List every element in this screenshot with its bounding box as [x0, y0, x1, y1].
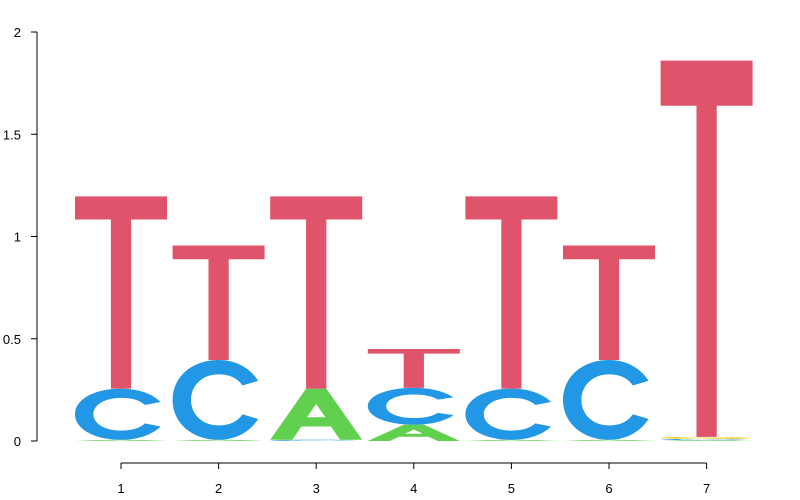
- x-axis: 1 2 3 4 5 6 7: [117, 463, 710, 496]
- y-tick-label: 0: [14, 434, 21, 449]
- x-tick-label: 2: [215, 481, 222, 496]
- x-tick-label: 4: [410, 481, 417, 496]
- logo-column: [465, 196, 557, 441]
- letter-C: [368, 388, 454, 425]
- logo-stacks: [75, 61, 753, 441]
- letter-T: [173, 245, 265, 360]
- letter-C: [563, 360, 649, 440]
- y-tick-label: 1.5: [3, 127, 21, 142]
- x-tick-label: 6: [605, 481, 612, 496]
- letter-A: [465, 440, 557, 441]
- logo-column: [368, 349, 460, 441]
- letter-C: [270, 440, 356, 441]
- logo-column: [173, 245, 265, 441]
- letter-C: [465, 389, 551, 440]
- letter-T: [270, 196, 362, 388]
- letter-C: [75, 389, 161, 440]
- letter-C: [661, 439, 747, 440]
- x-tick-label: 7: [703, 481, 710, 496]
- y-tick-label: 0.5: [3, 332, 21, 347]
- letter-A: [661, 440, 753, 441]
- y-tick-label: 2: [14, 25, 21, 40]
- letter-T: [661, 61, 753, 437]
- y-axis: 0 0.5 1 1.5 2: [3, 25, 37, 449]
- x-tick-label: 1: [117, 481, 124, 496]
- x-tick-label: 3: [313, 481, 320, 496]
- letter-T: [368, 349, 460, 388]
- logo-column: [563, 245, 655, 441]
- letter-T: [563, 245, 655, 360]
- letter-A: [368, 425, 460, 441]
- logo-column: [75, 196, 167, 441]
- letter-T: [75, 196, 167, 388]
- y-tick-label: 1: [14, 230, 21, 245]
- logo-column: [661, 61, 753, 441]
- letter-T: [465, 196, 557, 388]
- letter-C: [173, 360, 259, 440]
- letter-A: [75, 440, 167, 441]
- letter-G: [661, 437, 749, 439]
- letter-A: [270, 389, 362, 440]
- letter-A: [563, 440, 655, 441]
- letter-A: [173, 440, 265, 441]
- logo-column: [270, 196, 362, 441]
- x-tick-label: 5: [508, 481, 515, 496]
